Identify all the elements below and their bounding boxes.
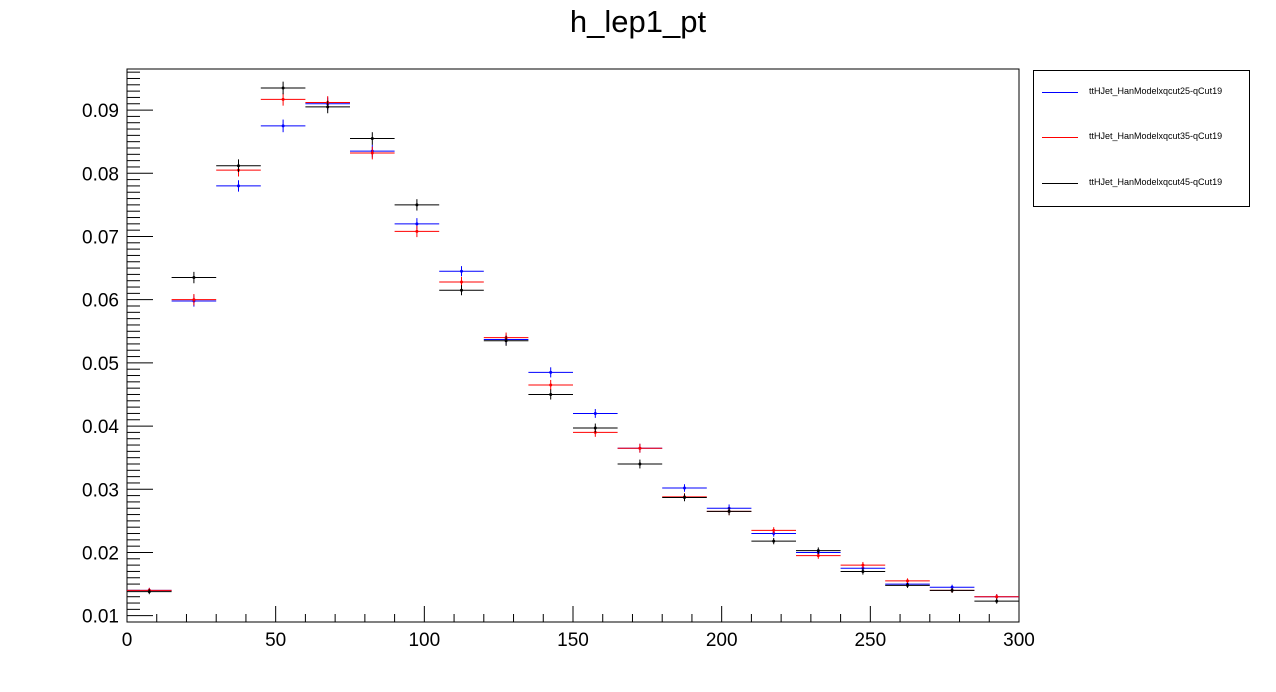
data-point	[281, 97, 285, 101]
data-point	[906, 583, 909, 587]
data-point	[192, 298, 196, 302]
data-point	[147, 590, 151, 594]
legend-label: ttHJet_HanModelxqcut35-qCut19	[1089, 131, 1223, 141]
x-tick-label: 150	[557, 630, 589, 651]
legend-swatch	[1042, 137, 1078, 138]
y-tick-label: 0.04	[82, 417, 119, 438]
y-axis: 0.01 0.02 0.03 0.04 0.05 0.06 0.07 0.08 0.09	[82, 71, 153, 628]
y-tick-label: 0.06	[82, 291, 119, 312]
data-point	[460, 280, 463, 284]
data-point	[906, 579, 909, 583]
data-point	[415, 203, 419, 207]
legend-label: ttHJet_HanModelxqcut45-qCut19	[1089, 177, 1223, 187]
data-point	[549, 383, 553, 387]
data-point	[460, 288, 463, 292]
legend-entry: ttHJet_HanModelxqcut25-qCut19	[1034, 83, 1251, 103]
y-tick-label: 0.01	[82, 607, 119, 628]
x-tick-label: 250	[854, 630, 886, 651]
data-point	[370, 137, 374, 141]
data-point	[772, 539, 776, 543]
y-tick-label: 0.09	[82, 101, 119, 122]
data-point	[950, 585, 954, 589]
data-point	[549, 392, 553, 396]
x-tick-label: 0	[122, 630, 133, 651]
data-point	[995, 599, 999, 603]
legend-entry: ttHJet_HanModelxqcut45-qCut19	[1034, 174, 1251, 194]
data-point	[816, 554, 820, 558]
data-point	[281, 86, 285, 90]
data-point	[683, 486, 686, 490]
y-tick-label: 0.05	[82, 354, 119, 375]
series	[127, 97, 1019, 600]
data-point	[995, 595, 999, 599]
legend-label: ttHJet_HanModelxqcut25-qCut19	[1089, 86, 1223, 96]
x-tick-label: 100	[408, 630, 440, 651]
legend-entry: ttHJet_HanModelxqcut35-qCut19	[1034, 128, 1251, 148]
legend-swatch	[1042, 183, 1078, 184]
legend: ttHJet_HanModelxqcut25-qCut19 ttHJet_Han…	[1033, 70, 1250, 207]
y-tick-label: 0.07	[82, 227, 119, 248]
data-point	[772, 528, 776, 532]
data-point	[861, 569, 865, 573]
data-point	[816, 549, 820, 553]
x-axis: 0 50 100 150 200 250 300	[122, 606, 1035, 651]
x-tick-label: 300	[1003, 630, 1035, 651]
data-point	[415, 222, 419, 226]
y-tick-label: 0.02	[82, 543, 119, 564]
data-point	[460, 269, 463, 273]
plot-frame	[126, 68, 1020, 623]
data-point	[549, 370, 553, 374]
data-point	[504, 339, 508, 343]
data-point	[593, 426, 597, 430]
y-tick-label: 0.08	[82, 164, 119, 185]
data-point	[638, 462, 642, 466]
x-tick-label: 200	[706, 630, 738, 651]
data-point	[237, 184, 240, 188]
series-layer	[127, 81, 1019, 604]
series	[127, 93, 1019, 600]
data-point	[638, 446, 642, 450]
data-point	[281, 124, 285, 128]
chart-title: h_lep1_pt	[569, 4, 707, 39]
data-point	[861, 563, 865, 567]
x-tick-label: 50	[265, 630, 286, 651]
data-point	[593, 411, 597, 415]
series	[127, 81, 1019, 604]
data-point	[727, 509, 731, 513]
data-point	[950, 588, 954, 592]
data-point	[683, 495, 686, 499]
data-point	[415, 229, 419, 233]
legend-swatch	[1042, 92, 1078, 93]
data-point	[326, 105, 330, 109]
data-point	[192, 276, 196, 280]
data-point	[237, 164, 240, 168]
y-tick-label: 0.03	[82, 480, 119, 501]
data-point	[370, 151, 374, 155]
